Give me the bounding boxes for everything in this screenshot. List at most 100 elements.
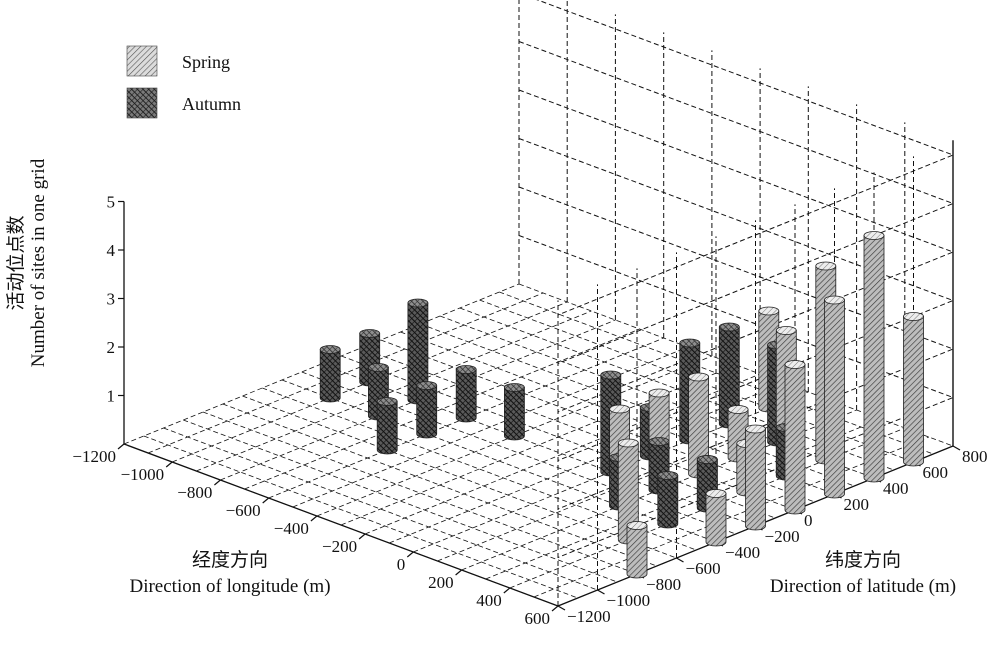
floor-grid-line <box>147 292 544 454</box>
bar-top <box>367 363 389 372</box>
autumn-bar <box>319 345 341 403</box>
x-axis-label: 经度方向 Direction of longitude (m) <box>110 548 350 600</box>
floor-grid-line <box>533 436 930 598</box>
bar-body <box>626 525 648 579</box>
autumn-bar <box>455 365 477 423</box>
y-tick-label: −1000 <box>607 591 651 610</box>
autumn-bar <box>376 397 398 455</box>
x-tick-label: −1200 <box>72 447 116 466</box>
bar-top <box>504 383 525 392</box>
bar-body <box>416 385 438 439</box>
floor-grid-line <box>499 291 934 455</box>
bar-top <box>617 438 639 448</box>
bar-body <box>863 235 885 483</box>
bar-body <box>903 316 924 467</box>
x-tick-mark <box>551 605 559 612</box>
floor-grid-line <box>202 411 638 575</box>
bar-top <box>648 437 670 446</box>
bar-top <box>745 424 766 434</box>
z-tick-label: 3 <box>107 290 116 309</box>
bar-body <box>319 349 341 403</box>
y-tick-label: 400 <box>883 479 909 498</box>
bar-top <box>648 388 670 398</box>
y-tick-label: 800 <box>962 447 988 466</box>
bar-top <box>903 312 924 321</box>
x-tick-mark <box>310 515 318 522</box>
x-tick-mark <box>503 587 511 594</box>
x-tick-label: −800 <box>177 483 212 502</box>
x-tick-label: 0 <box>397 555 406 574</box>
floor-grid-line <box>316 355 713 517</box>
spring-bar <box>903 312 924 467</box>
z-tick-label: 5 <box>107 193 116 212</box>
x-tick-mark <box>214 479 221 486</box>
bar-top <box>705 489 727 498</box>
legend-swatch-autumn <box>126 87 158 119</box>
bar-body <box>504 387 525 441</box>
floor-grid-line <box>196 310 592 472</box>
bar-body <box>824 299 845 499</box>
floor-grid-line <box>321 363 756 527</box>
x-axis-line <box>123 443 559 607</box>
floor-grid-line <box>123 283 520 445</box>
z-axis-label-cn: 活动位点数 <box>6 215 27 311</box>
bar-body <box>455 369 477 423</box>
floor-grid-line <box>163 427 598 591</box>
bars <box>319 231 924 579</box>
x-axis-label-en: Direction of longitude (m) <box>129 576 331 597</box>
bar-top <box>775 326 797 335</box>
x-tick-label: −600 <box>226 501 261 520</box>
x-tick-mark <box>455 569 462 576</box>
x-tick-label: −400 <box>274 519 309 538</box>
x-axis-label-cn: 经度方向 <box>191 550 268 571</box>
y-axis-label-en: Direction of latitude (m) <box>769 576 957 597</box>
bar-top <box>609 404 630 414</box>
bar-body <box>784 364 806 515</box>
floor-grid-line <box>143 435 578 599</box>
floor-grid-line <box>244 328 640 490</box>
spring-bar <box>863 231 885 483</box>
y-tick-label: 200 <box>844 495 870 514</box>
bar-top <box>657 471 679 480</box>
y-tick-label: −400 <box>725 543 760 562</box>
floor-grid-line <box>389 382 785 544</box>
z-axis-label-en: Number of sites in one grid <box>28 158 49 368</box>
spring-bar <box>705 489 727 547</box>
bar-top <box>696 455 718 464</box>
y-tick-mark <box>597 589 605 595</box>
autumn-bar <box>504 383 525 441</box>
floor-grid-line <box>281 379 717 543</box>
y-tick-mark <box>676 557 684 563</box>
floor-grid-line <box>437 400 833 562</box>
bar-body <box>745 428 766 531</box>
legend: Spring Autumn <box>126 45 241 119</box>
bar-top <box>727 405 749 414</box>
legend-label-autumn: Autumn <box>182 94 241 114</box>
bar-top <box>376 397 398 406</box>
wall-level-line <box>536 0 955 316</box>
spring-bar <box>784 360 806 515</box>
legend-swatch-spring <box>126 45 158 77</box>
floor-grid-line <box>340 364 737 526</box>
z-tick-label: 2 <box>107 338 116 357</box>
x-tick-mark <box>262 497 270 504</box>
bar-top <box>863 231 885 240</box>
y-tick-label: −200 <box>765 527 800 546</box>
y-tick-mark <box>952 445 961 451</box>
bar-top <box>319 345 341 354</box>
floor-grid-line <box>360 347 796 511</box>
floor-grid-line <box>242 395 677 559</box>
bar-top <box>600 370 622 380</box>
x-tick-mark <box>117 443 125 450</box>
bar-top <box>626 521 648 530</box>
y-axis-label: 纬度方向 Direction of latitude (m) <box>752 548 974 600</box>
spring-bar <box>626 521 648 579</box>
x-tick-mark <box>165 461 173 468</box>
x-tick-label: 200 <box>428 573 454 592</box>
z-axis-label: 活动位点数 Number of sites in one grid <box>6 98 50 428</box>
z-tick-label: 1 <box>107 387 116 406</box>
x-tick-mark <box>406 551 414 558</box>
bar-body <box>657 475 679 529</box>
